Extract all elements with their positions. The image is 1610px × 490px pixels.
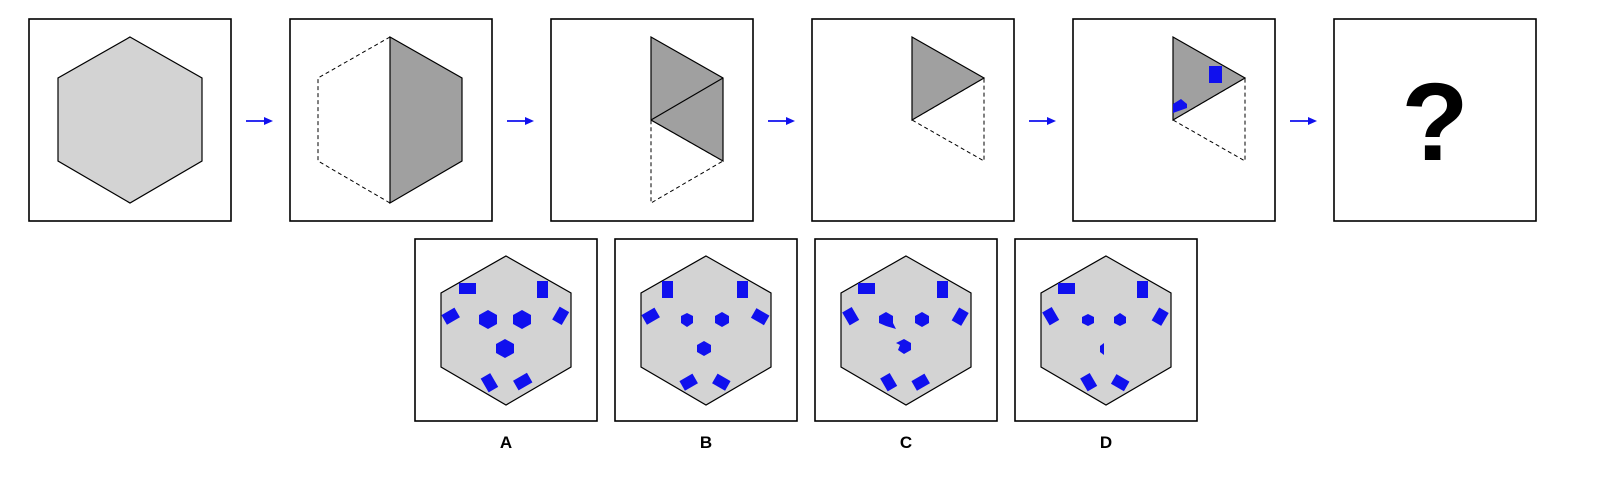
arrow-icon <box>507 117 534 125</box>
cut-rectangle <box>480 373 499 393</box>
arrow-icon <box>768 117 795 125</box>
option-d[interactable] <box>1014 238 1198 422</box>
step-3-panel <box>550 18 754 222</box>
option-a[interactable] <box>414 238 598 422</box>
cut-hexagon <box>697 341 711 356</box>
cut-rectangle <box>1080 372 1098 392</box>
cut-hexagon <box>1082 314 1094 326</box>
hexagon-full <box>57 36 203 204</box>
cut-hexagon <box>496 339 514 358</box>
cut-hexagon <box>715 312 729 327</box>
cut-rectangle <box>662 281 673 298</box>
step-2-panel <box>289 18 493 222</box>
cut-hexagon <box>681 313 693 327</box>
cut-rectangle <box>1058 283 1075 294</box>
cut-rectangle <box>459 283 476 294</box>
option-b-label[interactable]: B <box>700 433 712 452</box>
option-c[interactable] <box>814 238 998 422</box>
cut-rectangle <box>1042 306 1060 326</box>
cut-hexagon <box>879 312 896 329</box>
folded-triangle <box>911 35 986 122</box>
fold-crease <box>650 77 724 121</box>
arrow-icon <box>1290 117 1317 125</box>
cut-rectangle <box>1110 374 1130 392</box>
cut-rectangle <box>1209 66 1222 83</box>
cut-hexagon-corner <box>1173 99 1187 113</box>
question-frame <box>1333 18 1537 222</box>
cut-rectangle <box>951 307 969 326</box>
cut-rectangle <box>737 281 748 298</box>
cut-rectangle <box>937 281 948 298</box>
cut-rectangle <box>552 306 570 326</box>
cut-rectangle <box>679 373 698 391</box>
question-panel: ? <box>1333 18 1537 222</box>
cut-rectangle <box>712 373 731 391</box>
cut-rectangle <box>1137 281 1148 298</box>
step-1-panel <box>28 18 232 222</box>
cut-rectangle <box>911 373 930 391</box>
option-a-label[interactable]: A <box>500 433 512 452</box>
question-mark: ? <box>1401 61 1468 184</box>
cut-hexagon <box>479 310 497 329</box>
option-b[interactable] <box>614 238 798 422</box>
cut-hexagon <box>513 310 531 329</box>
option-c-label[interactable]: C <box>900 433 912 452</box>
cut-hexagon <box>1114 313 1126 326</box>
arrow-icon <box>1029 117 1056 125</box>
cut-rectangle <box>441 307 460 325</box>
folded-half <box>389 35 463 205</box>
cut-rectangle <box>537 281 548 298</box>
step-4-panel <box>811 18 1015 222</box>
cut-rectangle <box>513 372 533 391</box>
cut-hexagon-partial <box>1100 343 1104 355</box>
cut-rectangle <box>858 283 875 294</box>
cut-rectangle <box>1151 307 1169 326</box>
cut-rectangle <box>641 307 660 325</box>
step-5-panel <box>1072 18 1276 222</box>
cut-hexagon <box>915 312 929 327</box>
cut-rectangle <box>880 372 898 392</box>
option-d-label[interactable]: D <box>1100 433 1112 452</box>
cut-rectangle <box>842 306 860 326</box>
cut-hexagon <box>896 339 911 354</box>
arrow-icon <box>246 117 273 125</box>
cut-rectangle <box>750 308 770 326</box>
